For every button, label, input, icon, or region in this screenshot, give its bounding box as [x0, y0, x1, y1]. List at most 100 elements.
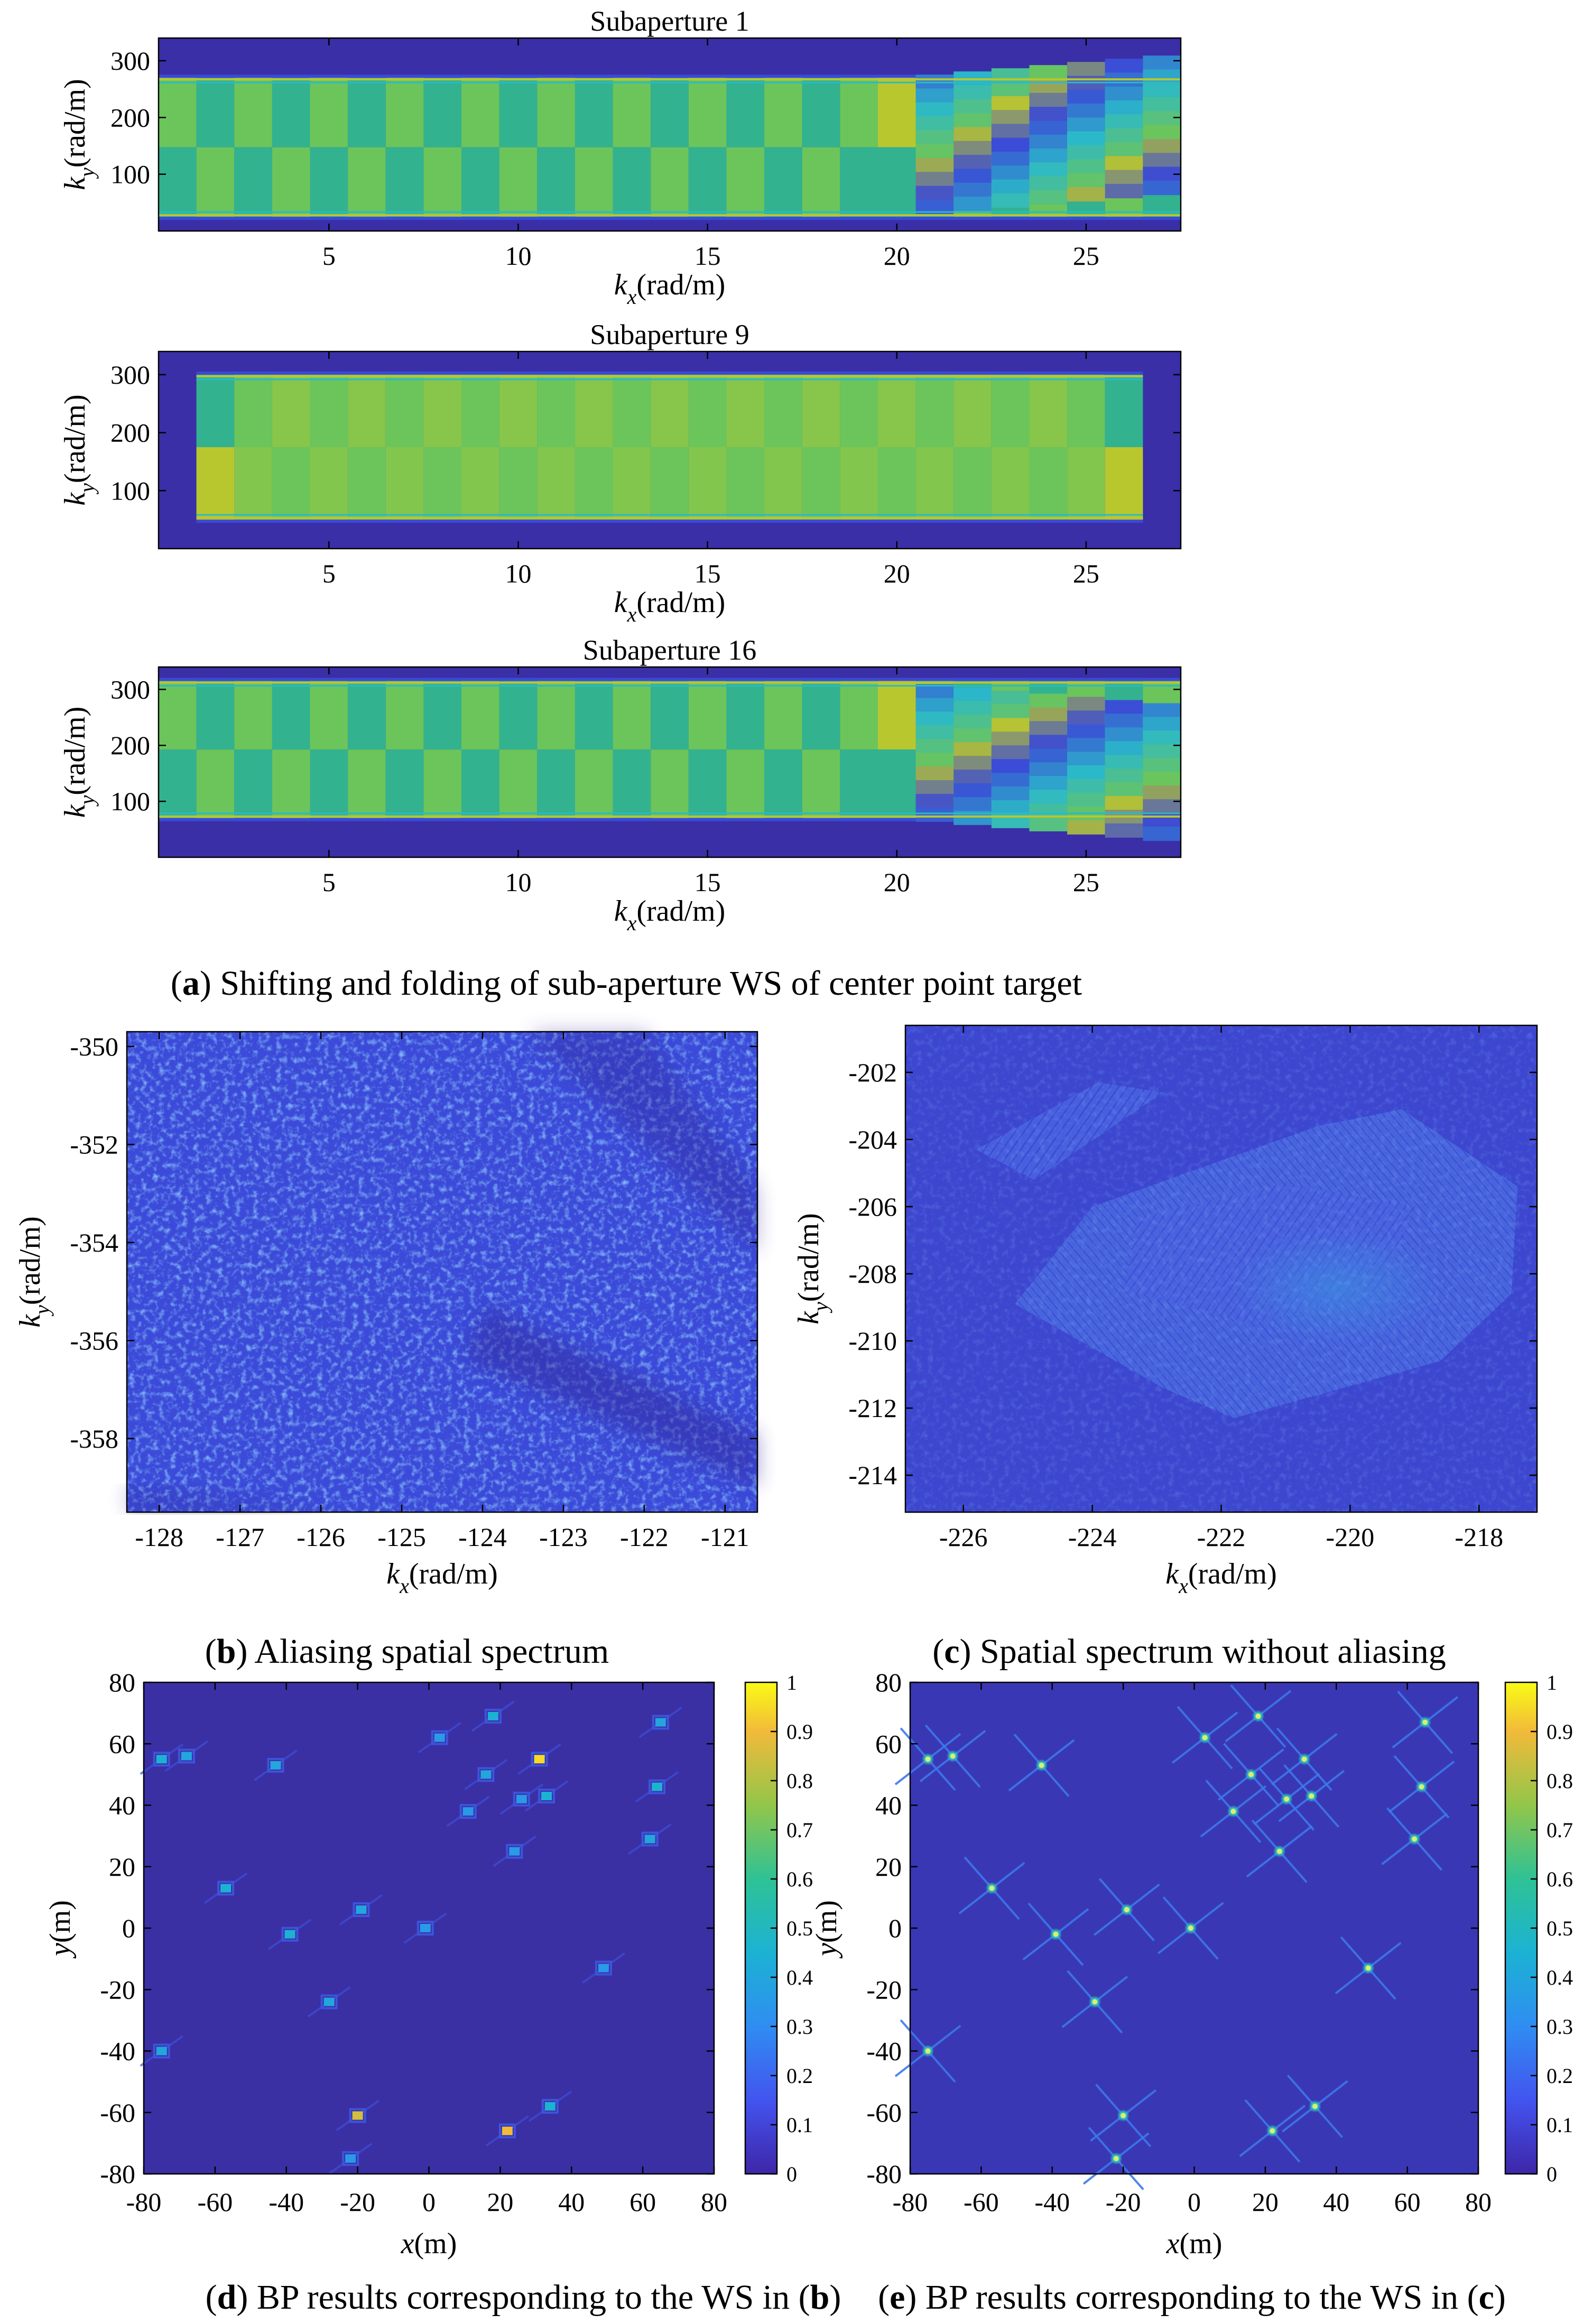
y-tick-label: 40 — [109, 1791, 135, 1820]
peak — [925, 1756, 931, 1762]
shifted-cell — [1143, 180, 1181, 196]
shifted-cell — [1067, 752, 1105, 766]
y-tick-label: -354 — [70, 1228, 118, 1257]
heatmap-cell — [272, 447, 310, 520]
peak — [1419, 1784, 1424, 1790]
x-axis-label: x(m) — [1166, 2227, 1223, 2260]
heatmap-cell — [953, 374, 992, 448]
x-tick-label: 40 — [558, 2187, 585, 2217]
x-tick-label: -226 — [939, 1522, 988, 1552]
heatmap-cell — [764, 78, 802, 147]
target-point — [164, 1740, 209, 1772]
heatmap-cell — [726, 374, 765, 448]
axes-frame — [158, 350, 1182, 550]
shifted-cell — [953, 113, 992, 128]
colorbar-tick-label: 0.6 — [1547, 1867, 1573, 1891]
heatmap-cell — [423, 681, 462, 750]
shifted-cell — [991, 745, 1030, 760]
heatmap-cell — [877, 749, 916, 818]
heatmap-cell — [840, 447, 878, 520]
heatmap-cell — [234, 147, 272, 217]
peak-halo — [153, 2043, 170, 2059]
heatmap-cell — [348, 447, 386, 520]
target-point — [1200, 1780, 1267, 1844]
colorbar-tick-label: 0.8 — [786, 1769, 813, 1793]
y-tick-label: 300 — [110, 360, 150, 390]
heatmap-cell — [348, 681, 386, 750]
colorbar-tick-label: 0 — [786, 2162, 797, 2186]
peak — [462, 1807, 474, 1816]
shifted-cell — [1029, 107, 1068, 122]
x-tick-label: -121 — [701, 1522, 749, 1552]
heatmap-cell — [1029, 374, 1068, 448]
x-tick-label: 60 — [629, 2187, 656, 2217]
y-tick-label: 300 — [110, 46, 150, 76]
heatmap-cell — [802, 147, 840, 217]
y-tick-label: 100 — [110, 160, 150, 189]
peak — [516, 1794, 527, 1803]
heatmap-cell — [310, 147, 348, 217]
heatmap-cell — [877, 147, 916, 217]
target-point — [1061, 1970, 1128, 2034]
target-point — [581, 1952, 626, 1984]
shifted-cell — [1105, 128, 1143, 143]
shifted-cell — [915, 794, 954, 808]
shifted-cell — [953, 797, 992, 811]
heatmap-cell — [234, 681, 272, 750]
shifted-cell — [991, 165, 1030, 180]
heatmap-cell — [310, 681, 348, 750]
x-tick-label: -124 — [458, 1522, 507, 1552]
heatmap-cell — [537, 374, 575, 448]
target-point — [524, 1780, 569, 1812]
x-tick-label: -20 — [1106, 2187, 1141, 2217]
shifted-cell — [915, 102, 954, 117]
shifted-cell — [1105, 796, 1143, 810]
x-tick-label: 5 — [322, 241, 336, 271]
shifted-cell — [991, 704, 1030, 719]
y-tick-label: -214 — [848, 1460, 897, 1490]
shifted-cell — [953, 154, 992, 170]
target-point — [1218, 1743, 1284, 1807]
heatmap-cell — [991, 374, 1030, 448]
y-tick-label: 20 — [109, 1852, 135, 1882]
x-tick-label: 15 — [695, 559, 721, 588]
shifted-cell — [953, 728, 992, 743]
shifted-cell — [1029, 148, 1068, 163]
peak — [284, 1930, 295, 1939]
heatmap-cell — [651, 681, 689, 750]
shifted-cell — [1105, 769, 1143, 783]
heatmap-cell — [537, 447, 575, 520]
target-point — [1090, 2084, 1156, 2147]
shifted-cell — [991, 124, 1030, 138]
heatmap-cell — [688, 447, 727, 520]
shifted-cell — [1143, 703, 1181, 718]
shifted-cell — [1067, 779, 1105, 794]
axes-e: -80 -60 -40 -20 0 20 40 60 80 80 60 40 20 0 -20 -40 -60 -… — [810, 1668, 1492, 2260]
caption-d: (d) BP results corresponding to the WS i… — [206, 2278, 841, 2317]
target-point — [1271, 1727, 1338, 1791]
shifted-cell — [991, 96, 1030, 111]
heatmap-cell — [688, 681, 727, 750]
heatmap-cell — [802, 681, 840, 750]
target-point — [517, 1743, 561, 1775]
x-tick-label: 25 — [1073, 559, 1099, 588]
heatmap-cell — [385, 681, 424, 750]
heatmap-cell — [461, 749, 499, 818]
shifted-cell — [991, 800, 1030, 814]
target-point — [339, 1894, 383, 1925]
target-point — [499, 1783, 543, 1815]
axes-d: -80 -60 -40 -20 0 20 40 60 80 80 60 40 20 0 -20 -40 -60 -… — [44, 1668, 727, 2260]
heatmap-cell — [348, 147, 386, 217]
peak — [487, 1711, 498, 1720]
x-tick-label: -80 — [126, 2187, 162, 2217]
heatmap-cell — [234, 374, 272, 448]
heatmap-cell — [1105, 374, 1143, 448]
heatmap-cell — [764, 749, 802, 818]
heatmap-cell — [461, 147, 499, 217]
peak — [1230, 1809, 1236, 1814]
shifted-cell — [953, 99, 992, 114]
target-point — [1239, 2099, 1306, 2163]
peak-halo — [595, 1960, 612, 1976]
peak — [420, 1924, 431, 1932]
peak-halo — [649, 1779, 666, 1794]
